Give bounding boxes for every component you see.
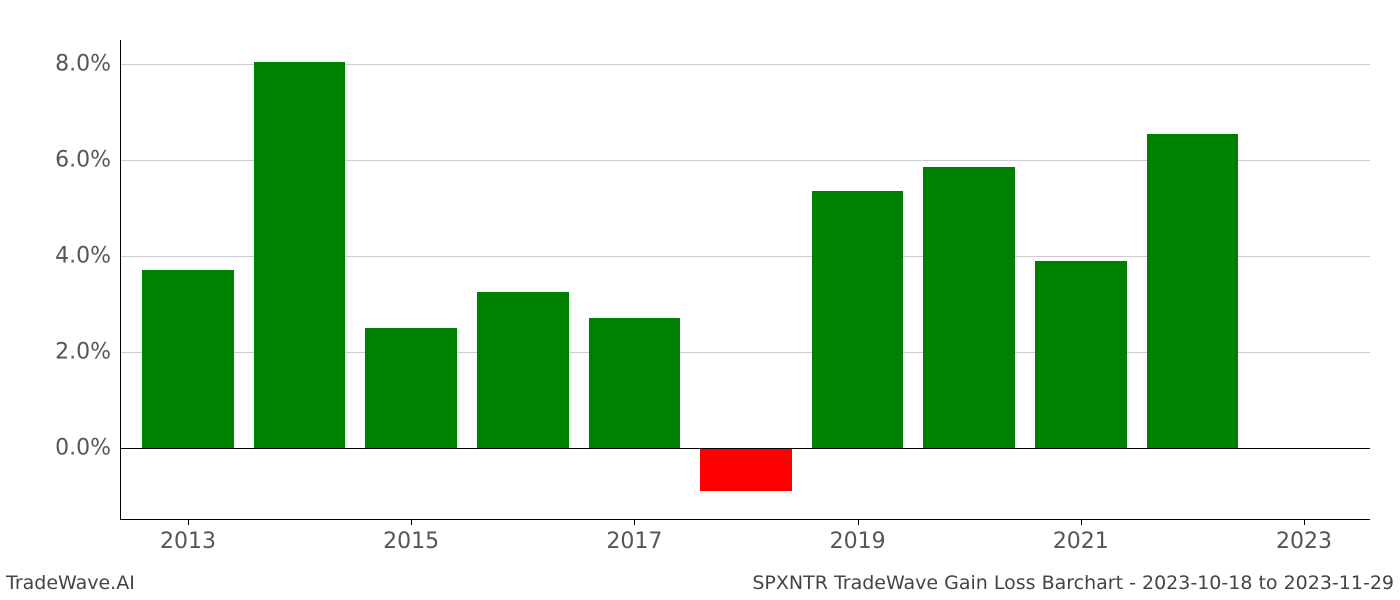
bar [589, 318, 681, 448]
x-tick-label: 2021 [1053, 519, 1109, 554]
bar [254, 62, 346, 448]
bar [365, 328, 457, 448]
y-tick-label: 2.0% [55, 340, 121, 365]
y-tick-label: 8.0% [55, 52, 121, 77]
chart-container: 0.0% 2.0% 4.0% 6.0% 8.0% 2013 2015 2017 2019 2021… [0, 0, 1400, 600]
plot-area: 0.0%2.0%4.0%6.0%8.0%20132015201720192021… [120, 40, 1370, 520]
x-tick-label: 2015 [383, 519, 439, 554]
y-tick-label: 0.0% [55, 436, 121, 461]
x-tick-label: 2023 [1276, 519, 1332, 554]
bar [923, 167, 1015, 448]
bar [1147, 134, 1239, 448]
bar [1035, 261, 1127, 448]
y-tick-label: 4.0% [55, 244, 121, 269]
zero-line [121, 448, 1370, 449]
footer-right-text: SPXNTR TradeWave Gain Loss Barchart - 20… [752, 572, 1394, 594]
bar [700, 448, 792, 491]
bar [142, 270, 234, 448]
x-tick-label: 2019 [830, 519, 886, 554]
footer-left-text: TradeWave.AI [6, 572, 135, 594]
y-tick-label: 6.0% [55, 148, 121, 173]
x-tick-label: 2013 [160, 519, 216, 554]
x-tick-label: 2017 [606, 519, 662, 554]
bar [812, 191, 904, 448]
bar [477, 292, 569, 448]
